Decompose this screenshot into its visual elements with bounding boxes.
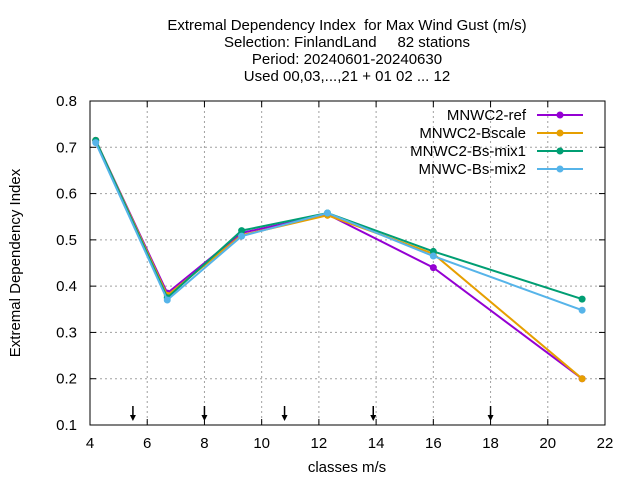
- data-point: [238, 227, 246, 235]
- legend-item: MNWC2-Bscale: [419, 125, 583, 142]
- data-point: [578, 295, 586, 303]
- title-line: Extremal Dependency Index for Max Wind G…: [167, 17, 526, 34]
- x-axis-label: classes m/s: [308, 459, 386, 476]
- x-tick-label: 22: [597, 435, 614, 452]
- legend-label: MNWC-Bs-mix2: [419, 161, 526, 178]
- series-line: [94, 142, 583, 312]
- legend-item: MNWC2-Bs-mix1: [410, 143, 583, 160]
- x-axis: 4 6 8 10 12 14 16 18 20 22: [86, 101, 614, 452]
- data-point: [429, 264, 437, 272]
- threshold-arrow: [201, 406, 208, 421]
- x-tick-label: 10: [253, 435, 270, 452]
- y-tick-label: 0.4: [56, 278, 77, 295]
- data-point: [92, 139, 100, 147]
- series-MNWC-Bs-mix2: [92, 139, 586, 314]
- legend: MNWC2-refMNWC2-BscaleMNWC2-Bs-mix1MNWC-B…: [410, 107, 583, 178]
- y-axis-label: Extremal Dependency Index: [7, 168, 24, 357]
- legend-marker: [556, 165, 564, 173]
- title-line: Selection: FinlandLand 82 stations: [224, 34, 470, 51]
- data-point: [578, 306, 586, 314]
- x-tick-label: 16: [425, 435, 442, 452]
- y-tick-label: 0.7: [56, 139, 77, 156]
- x-tick-label: 20: [539, 435, 556, 452]
- threshold-arrow: [281, 406, 288, 421]
- data-point: [578, 375, 586, 383]
- y-tick-label: 0.3: [56, 324, 77, 341]
- threshold-arrow: [370, 406, 377, 421]
- x-tick-label: 18: [482, 435, 499, 452]
- data-point: [429, 252, 437, 260]
- x-tick-label: 8: [200, 435, 208, 452]
- data-point: [163, 296, 171, 304]
- legend-marker: [556, 129, 564, 137]
- y-tick-label: 0.6: [56, 186, 77, 203]
- threshold-arrow: [487, 406, 494, 421]
- x-tick-label: 4: [86, 435, 94, 452]
- title-line: Period: 20240601-20240630: [252, 51, 442, 68]
- y-tick-label: 0.1: [56, 417, 77, 434]
- x-tick-label: 12: [311, 435, 328, 452]
- x-tick-label: 6: [143, 435, 151, 452]
- series-group: [92, 136, 586, 383]
- y-tick-label: 0.2: [56, 371, 77, 388]
- x-tick-label: 14: [368, 435, 385, 452]
- legend-marker: [556, 147, 564, 155]
- y-axis: 0.1 0.2 0.3 0.4 0.5 0.6 0.7 0.8: [56, 93, 605, 434]
- grid: [90, 101, 605, 425]
- y-tick-label: 0.8: [56, 93, 77, 110]
- legend-item: MNWC2-ref: [447, 107, 583, 124]
- title-line: Used 00,03,...,21 + 01 02 ... 12: [244, 68, 450, 85]
- threshold-arrows: [129, 406, 494, 421]
- legend-item: MNWC-Bs-mix2: [419, 161, 583, 178]
- legend-label: MNWC2-Bs-mix1: [410, 143, 526, 160]
- data-point: [323, 209, 331, 217]
- y-tick-label: 0.5: [56, 232, 77, 249]
- legend-marker: [556, 111, 564, 119]
- plot-frame: [89, 100, 606, 426]
- legend-label: MNWC2-ref: [447, 107, 527, 124]
- chart-title: Extremal Dependency Index for Max Wind G…: [167, 17, 526, 85]
- legend-label: MNWC2-Bscale: [419, 125, 526, 142]
- threshold-arrow: [129, 406, 136, 421]
- data-point: [238, 232, 246, 240]
